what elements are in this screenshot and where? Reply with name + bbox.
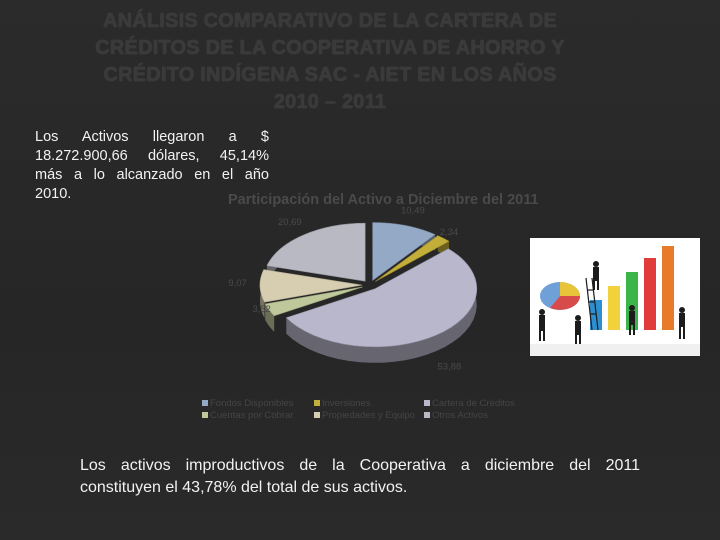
business-people-building-bar-chart-icon — [530, 238, 700, 356]
pie-slice — [375, 235, 450, 282]
slide-title: ANÁLISIS COMPARATIVO DE LA CARTERA DE CR… — [30, 8, 630, 116]
title-line: 2010 – 2011 — [273, 91, 387, 113]
data-label: 53,88 — [438, 362, 462, 373]
title-line: CRÉDITO INDÍGENA SAC - AIET EN LOS AÑOS — [103, 64, 557, 86]
pie-slice — [372, 222, 436, 282]
data-label: 10,49 — [401, 206, 425, 217]
legend-swatch — [202, 412, 208, 418]
intro-line: Los Activos llegaron a $ — [35, 129, 269, 145]
legend-swatch — [314, 412, 320, 418]
legend-item: Fondos Disponibles — [202, 397, 314, 409]
intro-line: más a lo alcanzado en el año — [35, 167, 269, 183]
legend-item: Propiedades y Equipo — [314, 409, 424, 421]
bottom-paragraph: Los activos improductivos de la Cooperat… — [80, 455, 640, 499]
chart-title: Participación del Activo a Diciembre del… — [228, 192, 539, 208]
intro-line: 18.272.900,66 dólares, 45,14% — [35, 148, 269, 164]
data-label: 3,52 — [252, 304, 271, 315]
pie-slice — [264, 286, 363, 317]
data-label: 2,34 — [440, 227, 459, 238]
legend-item: Inversiones — [314, 397, 424, 409]
bottom-line: constituyen el 43,78% del total de sus a… — [80, 479, 408, 496]
legend-item: Otros Activos — [424, 409, 534, 421]
title-line: ANÁLISIS COMPARATIVO DE LA CARTERA DE — [102, 10, 558, 32]
legend-swatch — [424, 412, 430, 418]
legend-label: Propiedades y Equipo — [322, 409, 415, 421]
pie-slice — [259, 269, 363, 303]
chart-legend: Fondos Disponibles Inversiones Cartera d… — [202, 397, 542, 421]
bottom-line: Los activos improductivos de la Cooperat… — [80, 457, 640, 474]
pie-slice — [285, 248, 478, 348]
data-label: 9,07 — [228, 278, 247, 289]
legend-item: Cuentas por Cobrar — [202, 409, 314, 421]
legend-item: Cartera de Créditos — [424, 397, 534, 409]
legend-swatch — [202, 400, 208, 406]
legend-label: Cartera de Créditos — [432, 397, 515, 409]
intro-paragraph: Los Activos llegaron a $ 18.272.900,66 d… — [35, 128, 269, 204]
title-line: CRÉDITOS DE LA COOPERATIVA DE AHORRO Y — [95, 37, 565, 59]
pie-slice — [266, 222, 366, 282]
legend-label: Inversiones — [322, 397, 371, 409]
legend-swatch — [314, 400, 320, 406]
legend-swatch — [424, 400, 430, 406]
legend-label: Otros Activos — [432, 409, 488, 421]
data-label: 20,69 — [278, 217, 302, 228]
legend-label: Fondos Disponibles — [210, 397, 294, 409]
intro-line: 2010. — [35, 186, 72, 202]
pie-slice-side — [265, 304, 275, 332]
legend-label: Cuentas por Cobrar — [210, 409, 294, 421]
